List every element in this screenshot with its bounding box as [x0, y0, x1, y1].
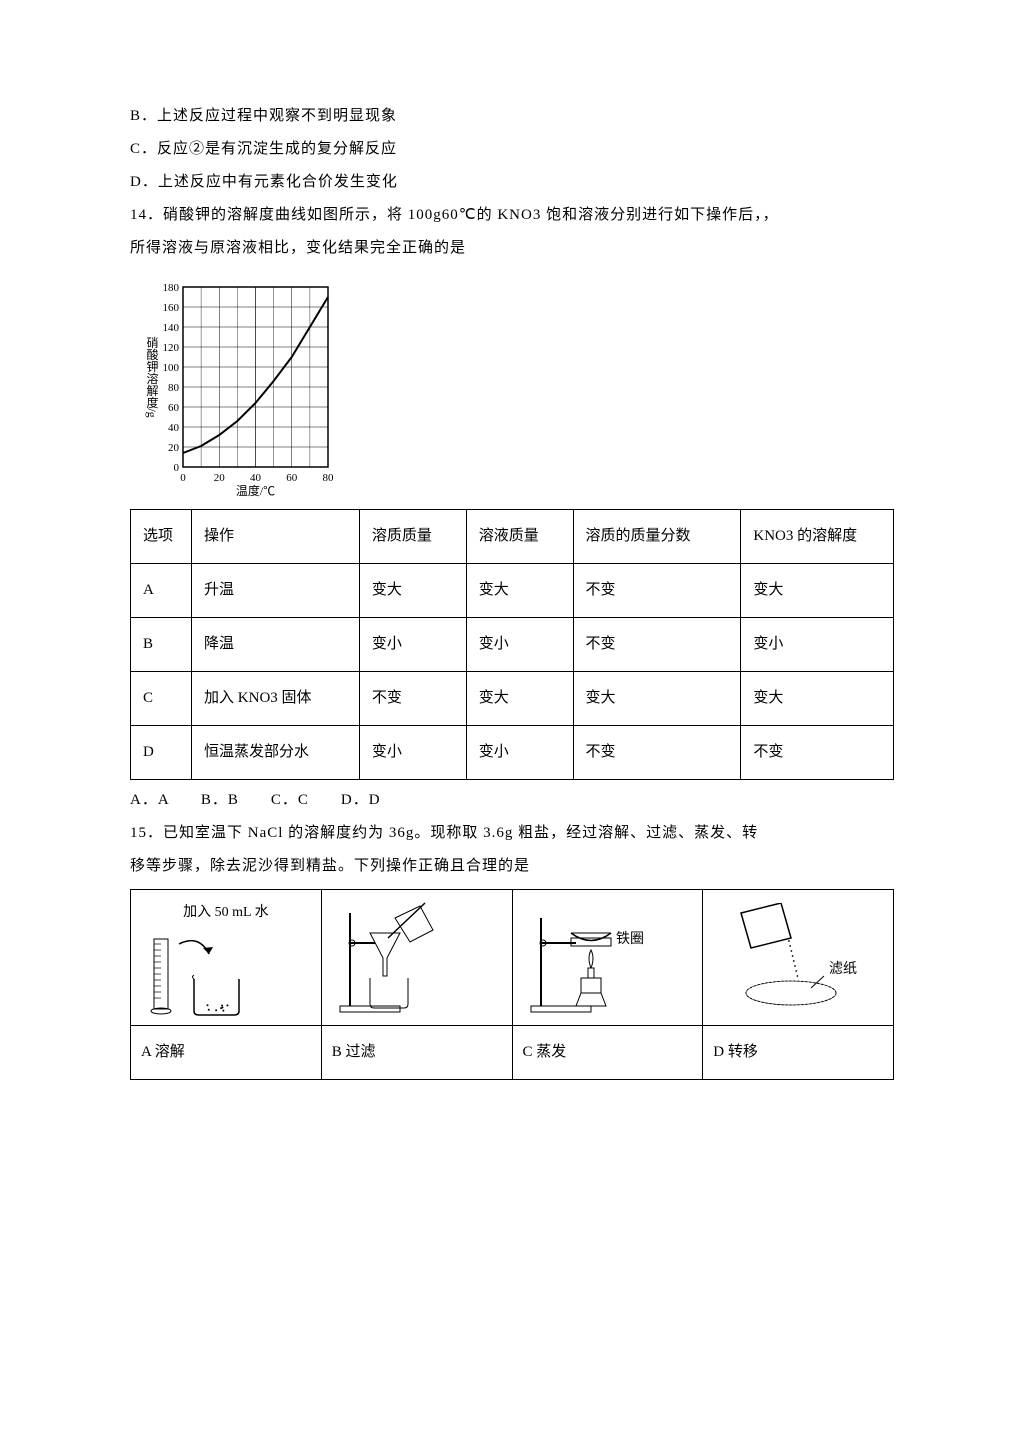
svg-text:20: 20: [214, 472, 226, 484]
table-cell: 不变: [741, 726, 894, 780]
q14-answers: A．A B．B C．C D．D: [130, 784, 894, 817]
q15-label-d: D 转移: [703, 1026, 894, 1080]
q15-table: 加入 50 mL 水 铁圈 滤纸 A 溶解 B 过滤 C 蒸发 D 转移: [130, 889, 894, 1080]
svg-text:60: 60: [286, 472, 298, 484]
table-cell: 加入 KNO3 固体: [192, 672, 360, 726]
svg-text:0: 0: [180, 472, 186, 484]
table-cell: 变大: [741, 672, 894, 726]
table-row: B降温变小变小不变变小: [131, 618, 894, 672]
svg-text:40: 40: [168, 422, 180, 434]
svg-text:140: 140: [163, 322, 180, 334]
table-cell: 不变: [573, 726, 741, 780]
q15-label-b: B 过滤: [321, 1026, 512, 1080]
svg-text:40: 40: [250, 472, 262, 484]
table-cell: 不变: [573, 564, 741, 618]
q15-diagram-d: 滤纸: [703, 890, 894, 1026]
svg-text:60: 60: [168, 402, 180, 414]
table-cell: 变小: [359, 726, 466, 780]
q15-a-caption: 加入 50 mL 水: [183, 905, 268, 920]
q14-line1: 14．硝酸钾的溶解度曲线如图所示，将 100g60℃的 KNO3 饱和溶液分别进…: [130, 199, 894, 232]
option-c: C．反应②是有沉淀生成的复分解反应: [130, 133, 894, 166]
table-cell: 不变: [359, 672, 466, 726]
table-cell: 变小: [741, 618, 894, 672]
svg-text:180: 180: [163, 282, 180, 294]
table-cell: 变大: [466, 672, 573, 726]
svg-text:80: 80: [168, 382, 180, 394]
svg-text:铁圈: 铁圈: [616, 931, 644, 947]
q15-line2: 移等步骤，除去泥沙得到精盐。下列操作正确且合理的是: [130, 850, 894, 883]
table-cell: 变小: [466, 618, 573, 672]
table-cell: 降温: [192, 618, 360, 672]
table-cell: 变大: [573, 672, 741, 726]
table-cell: 不变: [573, 618, 741, 672]
svg-text:20: 20: [168, 442, 180, 454]
solubility-chart: 0 20 40 60 80 20 40 60 80 100 120 140 160 180 0 温度/℃ 硝酸钾…: [138, 277, 894, 497]
svg-text:160: 160: [163, 302, 180, 314]
q15-label-c: C 蒸发: [512, 1026, 703, 1080]
q14-table: 选项操作溶质质量溶液质量溶质的质量分数KNO3 的溶解度 A升温变大变大不变变大…: [130, 509, 894, 780]
table-cell: 变大: [466, 564, 573, 618]
table-row: D恒温蒸发部分水变小变小不变不变: [131, 726, 894, 780]
option-b: B．上述反应过程中观察不到明显现象: [130, 100, 894, 133]
q15-diagram-a: 加入 50 mL 水: [131, 890, 322, 1026]
table-cell: C: [131, 672, 192, 726]
table-header: 选项: [131, 510, 192, 564]
table-row: A升温变大变大不变变大: [131, 564, 894, 618]
table-header: 溶液质量: [466, 510, 573, 564]
table-cell: 变大: [359, 564, 466, 618]
q15-line1: 15．已知室温下 NaCl 的溶解度约为 36g。现称取 3.6g 粗盐，经过溶…: [130, 817, 894, 850]
table-cell: 变小: [359, 618, 466, 672]
svg-text:100: 100: [163, 362, 180, 374]
q15-label-a: A 溶解: [131, 1026, 322, 1080]
table-header: KNO3 的溶解度: [741, 510, 894, 564]
svg-text:滤纸: 滤纸: [829, 961, 857, 977]
table-cell: A: [131, 564, 192, 618]
table-row: C加入 KNO3 固体不变变大变大变大: [131, 672, 894, 726]
table-header: 操作: [192, 510, 360, 564]
q15-diagram-b: [321, 890, 512, 1026]
svg-text:硝酸钾溶解度/g: 硝酸钾溶解度/g: [145, 336, 159, 418]
table-cell: D: [131, 726, 192, 780]
svg-text:120: 120: [163, 342, 180, 354]
svg-text:温度/℃: 温度/℃: [236, 483, 275, 497]
table-header: 溶质的质量分数: [573, 510, 741, 564]
q14-line2: 所得溶液与原溶液相比，变化结果完全正确的是: [130, 232, 894, 265]
table-header: 溶质质量: [359, 510, 466, 564]
svg-text:80: 80: [323, 472, 335, 484]
q15-diagram-c: 铁圈: [512, 890, 703, 1026]
option-d: D．上述反应中有元素化合价发生变化: [130, 166, 894, 199]
table-cell: 恒温蒸发部分水: [192, 726, 360, 780]
table-cell: B: [131, 618, 192, 672]
svg-text:0: 0: [174, 462, 180, 474]
table-cell: 变小: [466, 726, 573, 780]
table-cell: 升温: [192, 564, 360, 618]
table-cell: 变大: [741, 564, 894, 618]
